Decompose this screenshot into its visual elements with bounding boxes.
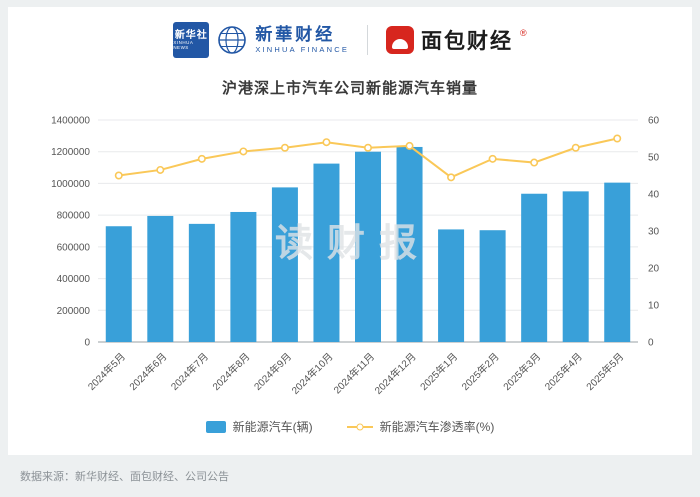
svg-text:200000: 200000	[57, 306, 91, 317]
legend-label-nev-sales: 新能源汽车(辆)	[232, 420, 313, 434]
svg-text:600000: 600000	[57, 242, 91, 253]
svg-text:2025年4月: 2025年4月	[542, 350, 585, 393]
svg-text:2025年5月: 2025年5月	[583, 350, 626, 393]
svg-text:0: 0	[84, 338, 90, 349]
legend-item-penetration-rate[interactable]: 新能源汽车渗透率(%)	[346, 418, 495, 435]
header-divider	[367, 25, 369, 55]
svg-text:50: 50	[648, 153, 660, 164]
svg-text:2024年11月: 2024年11月	[331, 350, 377, 396]
svg-text:2024年9月: 2024年9月	[251, 350, 294, 393]
chart-area: 0 200000 400000 600000 800000 1000000 1200000 1…	[18, 104, 682, 426]
line-swatch-marker	[356, 423, 364, 430]
bar-swatch	[205, 420, 226, 433]
svg-text:20: 20	[648, 264, 660, 275]
legend-label-penetration-rate: 新能源汽车渗透率(%)	[379, 420, 495, 434]
xinhua-news-agency-logo: 新华社 XINHUA NEWS	[173, 22, 210, 58]
svg-text:10: 10	[648, 301, 660, 312]
header: 新华社 XINHUA NEWS 新華财经 XINHUA FINANCE	[18, 17, 682, 63]
globe-icon	[217, 25, 247, 55]
svg-text:2024年5月: 2024年5月	[85, 350, 128, 393]
svg-text:60: 60	[648, 116, 660, 127]
registered-mark: ®	[520, 28, 527, 38]
svg-text:1400000: 1400000	[51, 116, 90, 127]
data-source-note: 数据来源：新华财经、面包财经、公司公告	[20, 471, 229, 483]
legend-item-nev-sales[interactable]: 新能源汽车(辆)	[205, 418, 313, 435]
xinhua-finance-logo: 新华社 XINHUA NEWS 新華财经 XINHUA FINANCE	[173, 22, 349, 58]
svg-text:2024年8月: 2024年8月	[210, 350, 253, 393]
xinhua-finance-cn: 新華财经	[255, 24, 336, 44]
svg-text:2024年6月: 2024年6月	[126, 350, 169, 393]
mianbao-finance-wordmark: 面包财经	[421, 30, 514, 53]
bread-icon	[386, 26, 415, 54]
svg-text:1000000: 1000000	[51, 179, 90, 190]
xinhua-square-en: XINHUA NEWS	[173, 39, 194, 50]
svg-text:30: 30	[648, 227, 660, 238]
chart-svg: 0 200000 400000 600000 800000 1000000 1200000 1…	[51, 116, 660, 397]
svg-text:2025年3月: 2025年3月	[500, 350, 543, 393]
svg-text:2025年2月: 2025年2月	[459, 350, 502, 393]
chart-title: 沪港深上市汽车公司新能源汽车销量	[221, 80, 478, 97]
svg-text:0: 0	[648, 338, 654, 349]
svg-text:2024年7月: 2024年7月	[168, 350, 211, 393]
svg-text:2025年1月: 2025年1月	[417, 350, 460, 393]
svg-text:800000: 800000	[57, 211, 91, 222]
svg-text:1200000: 1200000	[51, 147, 90, 158]
svg-text:40: 40	[648, 190, 660, 201]
mianbao-finance-logo: 面包财经 ®	[386, 25, 527, 55]
chart-card: 新华社 XINHUA NEWS 新華财经 XINHUA FINANCE	[8, 7, 692, 455]
svg-text:2024年12月: 2024年12月	[372, 350, 419, 397]
svg-text:400000: 400000	[57, 274, 91, 285]
xinhua-finance-en: XINHUA FINANCE	[255, 45, 350, 55]
line-swatch	[346, 423, 373, 430]
xinhua-square-cn: 新华社	[174, 29, 208, 41]
svg-text:读财报: 读财报	[275, 223, 431, 265]
svg-text:2024年10月: 2024年10月	[289, 350, 336, 397]
chart-legend: 新能源汽车(辆) 新能源汽车渗透率(%)	[18, 418, 682, 435]
xinhua-finance-wordmark: 新華财经 XINHUA FINANCE	[255, 24, 350, 55]
